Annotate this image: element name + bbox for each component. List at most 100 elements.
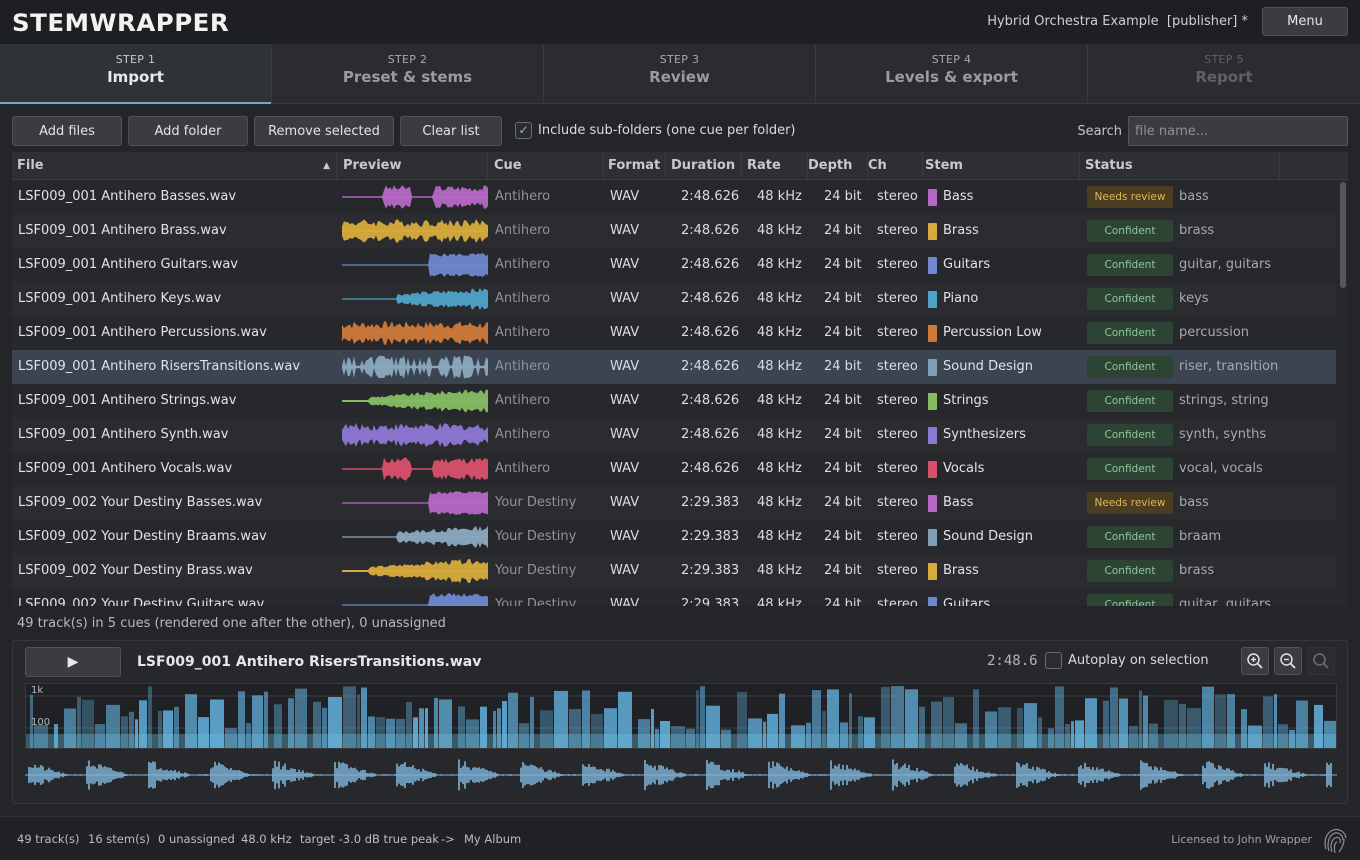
cell-status: Confident bbox=[1087, 322, 1173, 344]
cell-tags: vocal, vocals bbox=[1179, 461, 1263, 476]
spectrogram[interactable]: 1k 100 bbox=[25, 683, 1337, 749]
cell-cue: Antihero bbox=[495, 359, 551, 374]
remove-selected-button[interactable]: Remove selected bbox=[254, 116, 394, 146]
col-file-header[interactable]: File ▲ bbox=[12, 152, 337, 180]
col-rate-header[interactable]: Rate bbox=[742, 152, 808, 180]
cell-stem[interactable]: Vocals bbox=[928, 452, 984, 486]
waveform-preview[interactable] bbox=[342, 558, 488, 584]
tab-step-2[interactable]: STEP 2 Preset & stems bbox=[272, 44, 544, 103]
cell-file: LSF009_001 Antihero Strings.wav bbox=[18, 393, 237, 408]
col-preview-header[interactable]: Preview bbox=[338, 152, 488, 180]
step-number: STEP 3 bbox=[659, 53, 700, 66]
zoom-reset-button[interactable] bbox=[1307, 647, 1335, 675]
tab-step-3[interactable]: STEP 3 Review bbox=[544, 44, 816, 103]
autoplay-checkbox[interactable] bbox=[1045, 652, 1062, 669]
waveform-preview[interactable] bbox=[342, 218, 488, 244]
waveform-preview[interactable] bbox=[342, 456, 488, 482]
waveform[interactable] bbox=[25, 757, 1337, 793]
cell-cue: Antihero bbox=[495, 291, 551, 306]
cell-stem[interactable]: Bass bbox=[928, 486, 973, 520]
table-row[interactable]: LSF009_002 Your Destiny Basses.wav Your D… bbox=[12, 486, 1336, 520]
stem-color-swatch bbox=[928, 460, 937, 478]
cell-depth: 24 bit bbox=[824, 291, 862, 306]
search-input[interactable] bbox=[1128, 116, 1348, 146]
cell-file: LSF009_002 Your Destiny Braams.wav bbox=[18, 529, 267, 544]
add-folder-button[interactable]: Add folder bbox=[128, 116, 248, 146]
waveform-preview[interactable] bbox=[342, 388, 488, 414]
waveform-preview[interactable] bbox=[342, 354, 488, 380]
cell-stem[interactable]: Piano bbox=[928, 282, 978, 316]
menu-button[interactable]: Menu bbox=[1262, 7, 1348, 36]
waveform-preview[interactable] bbox=[342, 286, 488, 312]
table-row[interactable]: LSF009_002 Your Destiny Guitars.wav Your … bbox=[12, 588, 1336, 606]
col-status-header[interactable]: Status bbox=[1080, 152, 1280, 180]
cell-tags: bass bbox=[1179, 495, 1209, 510]
cell-cue: Antihero bbox=[495, 427, 551, 442]
cell-stem[interactable]: Brass bbox=[928, 554, 979, 588]
col-ch-header[interactable]: Ch bbox=[863, 152, 923, 180]
cell-rate: 48 kHz bbox=[757, 359, 802, 374]
clear-list-button[interactable]: Clear list bbox=[400, 116, 502, 146]
table-row[interactable]: LSF009_001 Antihero Strings.wav Antihero W… bbox=[12, 384, 1336, 418]
waveform-preview[interactable] bbox=[342, 422, 488, 448]
table-row[interactable]: LSF009_001 Antihero Basses.wav Antihero WA… bbox=[12, 180, 1336, 214]
col-format-header[interactable]: Format bbox=[603, 152, 666, 180]
waveform-preview[interactable] bbox=[342, 592, 488, 606]
waveform-preview[interactable] bbox=[342, 320, 488, 346]
cell-tags: synth, synths bbox=[1179, 427, 1267, 442]
col-stem-header[interactable]: Stem bbox=[920, 152, 1080, 180]
cell-duration: 2:29.383 bbox=[681, 563, 740, 578]
table-row[interactable]: LSF009_001 Antihero Percussions.wav Antih… bbox=[12, 316, 1336, 350]
cell-duration: 2:48.626 bbox=[681, 325, 740, 340]
add-files-button[interactable]: Add files bbox=[12, 116, 122, 146]
cell-stem[interactable]: Guitars bbox=[928, 588, 990, 606]
tab-step-1[interactable]: STEP 1 Import bbox=[0, 44, 272, 104]
cell-file: LSF009_001 Antihero Guitars.wav bbox=[18, 257, 238, 272]
include-subfolders-checkbox[interactable]: ✓ bbox=[515, 122, 532, 139]
waveform-preview[interactable] bbox=[342, 490, 488, 516]
cell-rate: 48 kHz bbox=[757, 563, 802, 578]
table-scrollbar[interactable] bbox=[1340, 182, 1346, 288]
cell-stem[interactable]: Bass bbox=[928, 180, 973, 214]
table-row[interactable]: LSF009_002 Your Destiny Braams.wav Your D… bbox=[12, 520, 1336, 554]
cell-stem[interactable]: Sound Design bbox=[928, 350, 1033, 384]
cell-duration: 2:48.626 bbox=[681, 223, 740, 238]
tab-step-4[interactable]: STEP 4 Levels & export bbox=[816, 44, 1088, 103]
col-duration-header[interactable]: Duration bbox=[666, 152, 742, 180]
table-row[interactable]: LSF009_002 Your Destiny Brass.wav Your De… bbox=[12, 554, 1336, 588]
table-row[interactable]: LSF009_001 Antihero Brass.wav Antihero WAV… bbox=[12, 214, 1336, 248]
cell-stem[interactable]: Brass bbox=[928, 214, 979, 248]
table-row[interactable]: LSF009_001 Antihero Synth.wav Antihero WAV… bbox=[12, 418, 1336, 452]
play-button[interactable]: ▶ bbox=[25, 647, 121, 677]
cell-stem[interactable]: Guitars bbox=[928, 248, 990, 282]
status-badge: Confident bbox=[1087, 356, 1173, 378]
stem-name: Bass bbox=[943, 189, 974, 204]
cell-stem[interactable]: Synthesizers bbox=[928, 418, 1026, 452]
table-row[interactable]: LSF009_001 Antihero RisersTransitions.wa… bbox=[12, 350, 1336, 384]
col-cue-header[interactable]: Cue bbox=[489, 152, 604, 180]
cell-depth: 24 bit bbox=[824, 495, 862, 510]
zoom-in-button[interactable] bbox=[1241, 647, 1269, 675]
cell-cue: Your Destiny bbox=[495, 563, 577, 578]
search-label: Search bbox=[1077, 124, 1122, 139]
status-badge: Confident bbox=[1087, 526, 1173, 548]
table-row[interactable]: LSF009_001 Antihero Vocals.wav Antihero WA… bbox=[12, 452, 1336, 486]
waveform-preview[interactable] bbox=[342, 184, 488, 210]
cell-rate: 48 kHz bbox=[757, 529, 802, 544]
stem-name: Guitars bbox=[943, 257, 991, 272]
include-subfolders-label: Include sub-folders (one cue per folder) bbox=[538, 123, 796, 138]
table-row[interactable]: LSF009_001 Antihero Guitars.wav Antihero W… bbox=[12, 248, 1336, 282]
waveform-preview[interactable] bbox=[342, 524, 488, 550]
autoplay-option[interactable]: Autoplay on selection bbox=[1045, 652, 1209, 669]
cell-status: Confident bbox=[1087, 254, 1173, 276]
cell-stem[interactable]: Percussion Low bbox=[928, 316, 1042, 350]
zoom-out-button[interactable] bbox=[1274, 647, 1302, 675]
cell-stem[interactable]: Sound Design bbox=[928, 520, 1033, 554]
cell-file: LSF009_002 Your Destiny Guitars.wav bbox=[18, 597, 265, 606]
col-depth-header[interactable]: Depth bbox=[803, 152, 868, 180]
cell-stem[interactable]: Strings bbox=[928, 384, 989, 418]
waveform-preview[interactable] bbox=[342, 252, 488, 278]
table-row[interactable]: LSF009_001 Antihero Keys.wav Antihero WAV 2… bbox=[12, 282, 1336, 316]
include-subfolders-option[interactable]: ✓ Include sub-folders (one cue per folde… bbox=[515, 122, 796, 139]
cell-tags: braam bbox=[1179, 529, 1222, 544]
